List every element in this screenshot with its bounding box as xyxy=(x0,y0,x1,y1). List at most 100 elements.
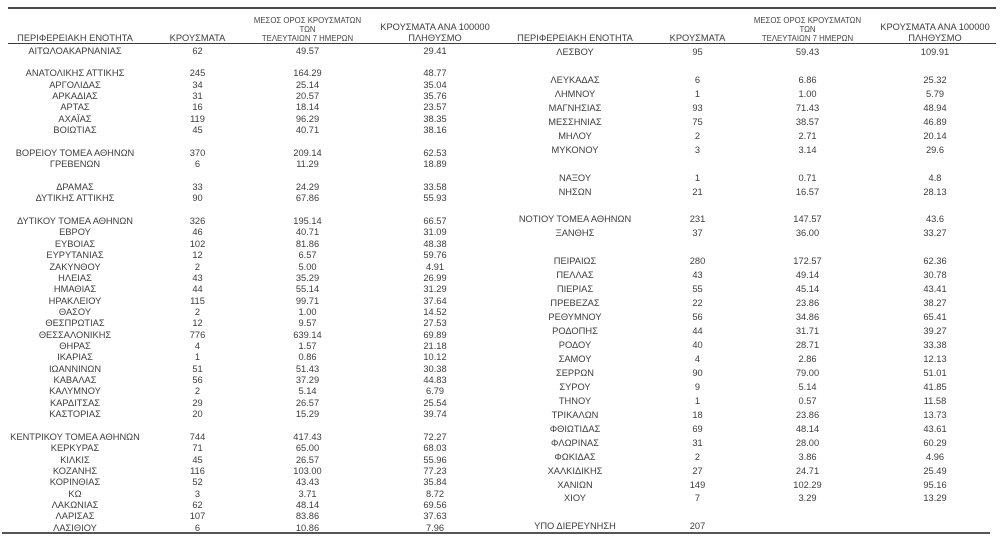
cell-region: ΛΑΚΩΝΙΑΣ xyxy=(51,500,99,511)
cell-region: ΚΩ xyxy=(68,488,82,499)
table-row: ΑΡΓΟΛΙΔΑΣ 34 25.14 35.04 xyxy=(0,79,500,90)
cell-cases: 207 xyxy=(689,521,706,532)
table-row: ΗΡΑΚΛΕΙΟΥ 115 99.71 37.64 xyxy=(0,295,500,306)
cell-cases: 1 xyxy=(694,395,701,406)
top-rule xyxy=(8,7,996,9)
cell-avg7: 2.71 xyxy=(798,130,817,141)
cell-avg7: 36.00 xyxy=(795,228,820,239)
cell-per100k: 69.56 xyxy=(423,500,447,511)
cell-per100k: 38.35 xyxy=(423,113,447,124)
cell-avg7: 43.43 xyxy=(295,477,320,488)
spacer-row xyxy=(0,170,500,181)
cell-region xyxy=(0,136,150,147)
cell-per100k: 37.63 xyxy=(423,511,447,522)
table-row: ΚΑΒΑΛΑΣ 56 37.29 44.83 xyxy=(0,374,500,385)
cell-avg7: 59.43 xyxy=(795,46,820,57)
table-row: ΦΘΙΩΤΙΔΑΣ 69 48.14 43.61 xyxy=(500,422,1000,436)
cell-avg7: 83.86 xyxy=(295,511,320,522)
cell-avg7 xyxy=(245,56,370,67)
cell-region: ΣΥΡΟΥ xyxy=(559,381,591,392)
cell-avg7: 11.29 xyxy=(296,159,319,170)
cell-cases: 370 xyxy=(189,147,206,158)
cell-region: ΗΛΕΙΑΣ xyxy=(58,272,92,283)
table-row: ΘΗΡΑΣ 4 1.57 21.18 xyxy=(0,340,500,351)
cell-cases: 2 xyxy=(194,306,201,317)
cell-region: ΚΕΡΚΥΡΑΣ xyxy=(50,443,100,454)
cell-per100k: 11.58 xyxy=(923,395,947,406)
cell-region: ΒΟΙΩΤΙΑΣ xyxy=(53,125,97,136)
table-row: ΚΑΣΤΟΡΙΑΣ 20 15.29 39.74 xyxy=(0,409,500,420)
cell-per100k: 25.32 xyxy=(923,74,947,85)
cell-avg7: 23.86 xyxy=(795,409,820,420)
cell-cases: 1 xyxy=(694,88,701,99)
cell-cases: 45 xyxy=(192,125,203,136)
cell-per100k: 35.76 xyxy=(423,91,447,102)
cell-cases: 12 xyxy=(192,250,203,261)
table-row: ΠΡΕΒΕΖΑΣ 22 23.86 38.27 xyxy=(500,296,1000,310)
cell-cases: 2 xyxy=(194,386,201,397)
cell-per100k: 41.85 xyxy=(923,381,947,392)
cell-avg7: 99.71 xyxy=(295,295,320,306)
cell-cases: 6 xyxy=(194,522,201,533)
cell-per100k: 46.89 xyxy=(923,116,947,127)
cell-region: ΧΑΝΙΩΝ xyxy=(557,479,593,490)
cell-per100k: 60.29 xyxy=(923,437,947,448)
cell-region: ΧΑΛΚΙΔΙΚΗΣ xyxy=(547,465,603,476)
cell-per100k: 66.57 xyxy=(423,216,447,227)
cell-region xyxy=(0,420,150,431)
table-row: ΚΟΖΑΝΗΣ 116 103.00 77.23 xyxy=(0,465,500,476)
cell-avg7: 49.57 xyxy=(295,45,320,56)
cell-per100k xyxy=(870,157,1000,171)
cell-per100k: 7.96 xyxy=(425,522,445,533)
cell-region: ΑΧΑΪΑΣ xyxy=(58,113,92,124)
cell-per100k: 48.77 xyxy=(423,68,447,79)
table-row: ΝΑΞΟΥ 1 0.71 4.8 xyxy=(500,171,1000,185)
cell-per100k: 77.23 xyxy=(423,465,447,476)
cell-per100k xyxy=(370,420,500,431)
cell-cases: 93 xyxy=(692,102,703,113)
cell-cases: 71 xyxy=(192,443,203,454)
cell-region: ΛΑΣΙΘΙΟΥ xyxy=(53,522,97,533)
cell-avg7: 45.14 xyxy=(795,284,820,295)
cell-region: ΝΟΤΙΟΥ ΤΟΜΕΑ ΑΘΗΝΩΝ xyxy=(518,214,632,225)
cell-avg7 xyxy=(745,198,870,212)
cell-region: ΡΟΔΟΥ xyxy=(558,339,592,350)
cell-cases xyxy=(650,157,745,171)
cell-cases xyxy=(650,59,745,73)
column-header-region: ΠΕΡΙΦΕΡΕΙΑΚΗ ΕΝΟΤΗΤΑ xyxy=(517,32,633,43)
table-row: ΕΥΒΟΙΑΣ 102 81.86 48.38 xyxy=(0,238,500,249)
column-header-per100k-line1: ΚΡΟΥΣΜΑΤΑ ΑΝΑ 100000 xyxy=(380,22,490,32)
cell-avg7: 209.14 xyxy=(293,147,322,158)
cell-avg7: 28.71 xyxy=(795,339,820,350)
cell-per100k: 27.53 xyxy=(423,318,447,329)
cell-region: ΘΑΣΟΥ xyxy=(58,306,92,317)
cell-avg7: 103.00 xyxy=(293,465,322,476)
table-row: ΙΩΑΝΝΙΝΩΝ 51 51.43 30.38 xyxy=(0,363,500,374)
cell-cases xyxy=(150,136,245,147)
cell-region: ΘΕΣΣΑΛΟΝΙΚΗΣ xyxy=(38,329,112,340)
cell-avg7: 24.71 xyxy=(795,465,820,476)
table-row: ΞΑΝΘΗΣ 37 36.00 33.27 xyxy=(500,226,1000,240)
table-row: ΘΕΣΠΡΩΤΙΑΣ 12 9.57 27.53 xyxy=(0,318,500,329)
cell-region xyxy=(500,59,650,73)
cell-avg7: 23.86 xyxy=(795,298,820,309)
cell-cases: 245 xyxy=(189,68,206,79)
cell-per100k xyxy=(370,56,500,67)
cell-cases: 107 xyxy=(189,511,206,522)
cell-per100k: 25.49 xyxy=(923,465,947,476)
cell-region: ΘΕΣΠΡΩΤΙΑΣ xyxy=(45,318,105,329)
regional-cases-table-right: ΠΕΡΙΦΕΡΕΙΑΚΗ ΕΝΟΤΗΤΑ ΚΡΟΥΣΜΑΤΑ ΜΕΣΟΣ ΟΡΟ… xyxy=(500,12,1000,533)
table-row: ΘΕΣΣΑΛΟΝΙΚΗΣ 776 639.14 69.89 xyxy=(0,329,500,340)
spacer-row xyxy=(0,56,500,67)
cell-avg7 xyxy=(245,204,370,215)
cell-region: ΙΚΑΡΙΑΣ xyxy=(57,352,93,363)
table-row: ΧΑΝΙΩΝ 149 102.29 95.16 xyxy=(500,478,1000,492)
cell-cases: 3 xyxy=(194,488,201,499)
column-header-per100k: ΚΡΟΥΣΜΑΤΑ ΑΝΑ 100000 ΠΛΗΘΥΣΜΟ xyxy=(870,12,1000,45)
cell-cases: 69 xyxy=(692,423,703,434)
table-row: ΚΑΛΥΜΝΟΥ 2 5.14 6.79 xyxy=(0,386,500,397)
cell-per100k: 10.12 xyxy=(423,352,447,363)
cell-cases xyxy=(150,420,245,431)
cell-avg7: 49.14 xyxy=(795,270,820,281)
cell-region: ΖΑΚΥΝΘΟΥ xyxy=(49,261,101,272)
